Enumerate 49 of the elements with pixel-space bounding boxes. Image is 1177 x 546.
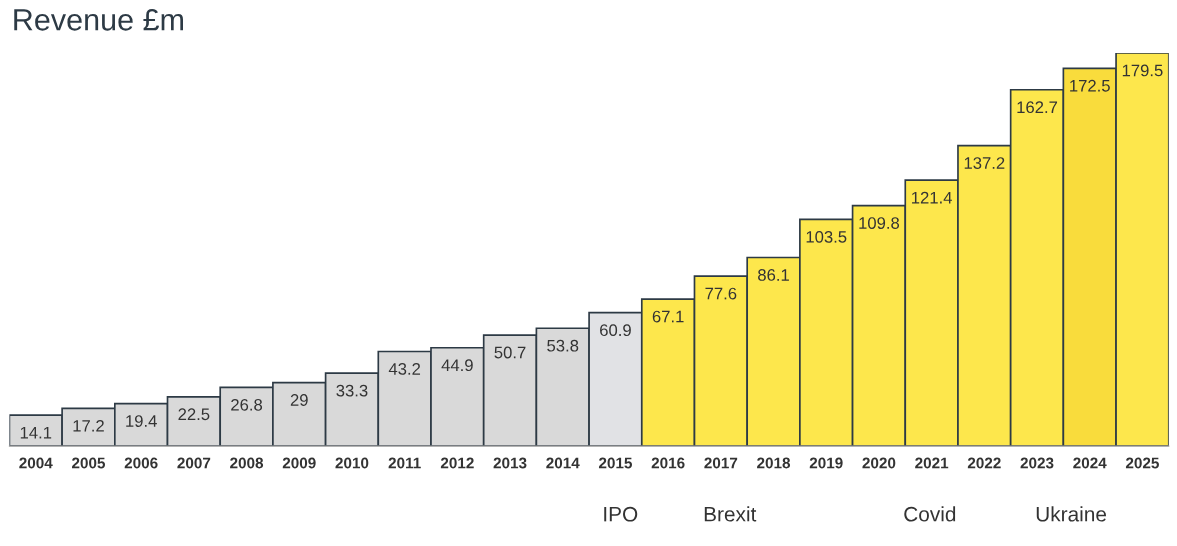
x-tick-label: 2006: [124, 457, 158, 469]
x-tick-label: 2025: [1125, 457, 1159, 469]
x-tick-label: 2017: [704, 457, 738, 469]
text: Covid: [904, 506, 956, 522]
data-label: 137.2: [964, 157, 1005, 169]
data-label: 26.8: [231, 398, 263, 411]
x-tick-label: 2005: [72, 457, 106, 469]
data-label: 77.6: [705, 287, 737, 300]
x-tick-label: 2018: [757, 457, 791, 469]
x-tick-label: 2013: [493, 457, 527, 469]
data-label: 86.1: [758, 269, 789, 281]
x-tick-label: 2020: [862, 457, 896, 469]
x-tick-label: 2021: [915, 457, 949, 469]
x-tick-label: 2016: [651, 457, 685, 469]
x-tick-label: 2023: [1020, 457, 1054, 469]
data-label: 43.2: [388, 363, 421, 375]
chart-title: Revenue £m: [14, 9, 183, 31]
data-label: 19.4: [126, 415, 157, 427]
data-label: 53.8: [547, 339, 579, 352]
data-label: 33.3: [336, 384, 368, 397]
data-label: 109.8: [859, 217, 900, 229]
x-tick-label: 2010: [335, 457, 369, 469]
data-label: 67.1: [652, 310, 684, 323]
data-label: 60.9: [600, 324, 631, 337]
text: IPO: [604, 506, 638, 522]
data-label: 14.1: [20, 426, 52, 439]
x-tick-label: 2014: [546, 457, 580, 469]
data-label: 29: [290, 394, 308, 406]
text: Brexit: [704, 506, 757, 522]
data-label: 103.5: [806, 230, 847, 243]
x-tick-label: 2024: [1073, 457, 1107, 469]
x-tick-label: 2008: [230, 457, 264, 469]
x-tick-label: 2009: [282, 457, 316, 469]
x-tick-label: 2022: [967, 457, 1001, 469]
data-label: 44.9: [441, 359, 473, 372]
data-label: 179.5: [1122, 64, 1163, 77]
x-tick-label: 2011: [388, 457, 421, 469]
x-tick-label: 2004: [19, 457, 53, 469]
data-label: 50.7: [494, 346, 526, 359]
data-label: 22.5: [178, 408, 210, 421]
x-tick-label: 2015: [598, 457, 633, 469]
data-label: 172.5: [1070, 79, 1110, 92]
x-tick-label: 2019: [809, 457, 843, 469]
x-tick-label: 2012: [440, 457, 474, 469]
x-tick-label: 2007: [177, 457, 211, 469]
text: Ukraine: [1036, 506, 1107, 522]
data-label: 17.2: [73, 419, 104, 432]
data-label: 162.7: [1017, 101, 1058, 114]
data-label: 121.4: [912, 191, 952, 204]
